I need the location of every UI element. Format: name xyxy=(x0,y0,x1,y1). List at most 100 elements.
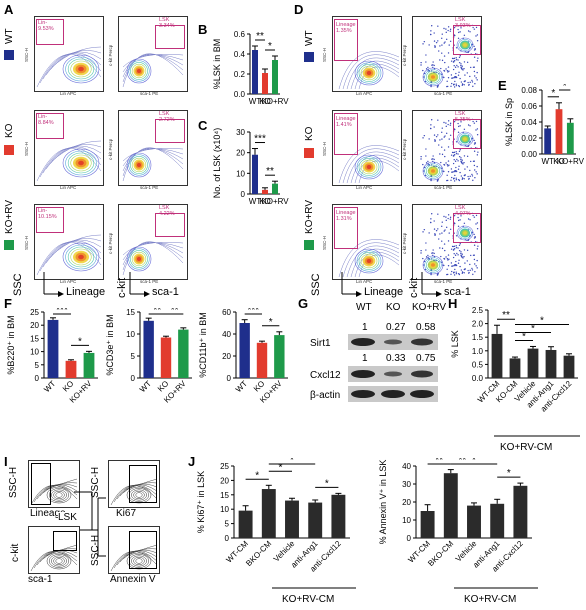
y-tick-label: 0.02 xyxy=(521,134,537,143)
significance-label: * xyxy=(507,468,511,479)
swatch-wt xyxy=(4,50,14,60)
y-tick-label: 10 xyxy=(30,348,39,357)
bar xyxy=(65,360,77,378)
arrow-label-sca1-d: sca-1 xyxy=(444,286,471,298)
axis-a-sca-x-2: sca-1 PE xyxy=(140,185,159,190)
significance-label: * xyxy=(78,336,82,347)
gate-label-a-korv-lin: Lin- 10.15% xyxy=(38,208,57,220)
schematic-annexin-label: Annexin V xyxy=(110,574,156,585)
y-tick-label: 0.00 xyxy=(521,150,537,159)
flow-plot-a-wt-lineage: Lin- 9.53% xyxy=(34,16,104,92)
x-tick-label: KO+RV xyxy=(261,197,289,206)
arrow-label-sca1-a: sca-1 xyxy=(152,286,179,298)
schematic-ki67-plot xyxy=(108,460,160,508)
treat-label-h: KO+RV-CM xyxy=(500,442,553,453)
y-tick-label: 1.5 xyxy=(472,333,484,342)
axis-d-ssc-y-3: SSC-H xyxy=(322,235,327,250)
y-axis-label: % Ki67⁺ in LSK xyxy=(196,471,206,533)
panel-letter-i: I xyxy=(4,454,8,469)
y-tick-label: 30 xyxy=(402,480,411,489)
y-tick-label: 25 xyxy=(220,462,229,471)
arrow-label-lineage-d: Lineage xyxy=(364,286,404,298)
bar-chart-h: 0.00.51.01.52.02.5% LSKWT-CMKO-CMVehicle… xyxy=(450,306,578,414)
panel-letter-f: F xyxy=(4,296,12,311)
swatch-ko xyxy=(4,145,14,155)
axis-arrows-d xyxy=(341,272,442,297)
axis-a-ckit-y-3: c-kit Percp xyxy=(108,232,113,254)
significance-label: ** xyxy=(459,458,467,466)
gate-a-korv-lin xyxy=(36,207,64,233)
arrow-label-ckit-d: c-kit xyxy=(408,277,420,298)
axis-d-ssc-y-2: SSC-H xyxy=(322,141,327,156)
y-tick-label: 2.0 xyxy=(472,320,484,329)
wb-val-cxcl12-wt: 1 xyxy=(362,353,368,364)
gate-d-korv-lsk xyxy=(453,213,481,243)
flow-plot-d-korv-lineage: Lineage 1.31% xyxy=(332,204,402,280)
panel-letter-c: C xyxy=(198,118,208,133)
axis-a-sca-x-1: sca-1 PE xyxy=(140,91,159,96)
y-tick-label: 15 xyxy=(220,491,229,500)
significance-label: ** xyxy=(256,31,264,42)
wb-row-bactin: β-actin xyxy=(310,390,341,401)
axis-a-ssc-y-2: SSC-H xyxy=(24,141,29,156)
y-tick-label: 10 xyxy=(402,516,411,525)
y-tick-label: 5 xyxy=(35,361,40,370)
y-tick-label: 15 xyxy=(126,308,135,317)
significance-label: * xyxy=(531,323,535,334)
bracket-j1 xyxy=(272,587,356,589)
flow-plot-d-ko-lsk: LSK 5.35% xyxy=(412,110,482,186)
y-tick-label: 0 xyxy=(407,534,412,543)
wb-val-cxcl12-ko: 0.33 xyxy=(386,353,406,364)
gate-d-ko-lsk xyxy=(453,119,481,149)
y-tick-label: 0.0 xyxy=(472,374,484,383)
y-tick-label: 40 xyxy=(402,462,411,471)
bar xyxy=(509,358,521,378)
schematic-ki67-label: Ki67 xyxy=(116,508,137,519)
bar xyxy=(160,337,172,378)
y-tick-label: 5 xyxy=(225,520,230,529)
flow-plot-a-korv-lsk: LSK 4.22% xyxy=(118,204,188,280)
panel-letter-h: H xyxy=(448,296,458,311)
axis-d-lin-x-1: Lin APC xyxy=(356,91,373,96)
y-tick-label: 0.0 xyxy=(234,90,246,99)
x-tick-label: WT xyxy=(249,197,262,206)
treat-label-j2: KO+RV-CM xyxy=(464,594,517,605)
axis-d-ckit-y-1: c-kit Percp xyxy=(402,44,407,66)
bar xyxy=(420,511,435,538)
y-axis-label: %CD3e⁺ in BM xyxy=(105,314,115,375)
significance-label: * xyxy=(255,470,259,481)
schematic-lineage-plot xyxy=(28,460,80,508)
arrow-label-ssc-a: SSC xyxy=(12,273,24,296)
significance-label: ** xyxy=(502,310,510,321)
y-tick-label: 10 xyxy=(236,169,245,178)
significance-label: ** xyxy=(171,308,179,316)
flow-plot-a-ko-lsk: LSK 2.72% xyxy=(118,110,188,186)
wb-col-ko: KO xyxy=(386,302,401,313)
bar xyxy=(544,128,552,154)
axis-d-sca-x-3: sca-1 PE xyxy=(434,279,453,284)
axis-a-ssc-y-3: SSC-H xyxy=(24,235,29,250)
y-tick-label: 2.5 xyxy=(472,306,484,315)
gate-a-wt-lin xyxy=(36,19,64,45)
swatch-d-ko xyxy=(304,148,314,158)
panel-letter-d: D xyxy=(294,2,304,17)
gate-label-a-ko-lsk: LSK 2.72% xyxy=(159,111,175,123)
axis-d-lin-x-3: Lin APC xyxy=(356,279,373,284)
significance-label: * xyxy=(290,458,294,466)
x-tick-label: WT xyxy=(249,97,262,106)
bar xyxy=(443,473,458,538)
gate-label-a-wt-lin: Lin- 9.53% xyxy=(38,20,54,32)
panel-letter-a: A xyxy=(4,2,14,17)
axis-a-sca-x-3: sca-1 PE xyxy=(140,279,159,284)
wb-row-sirt1: Sirt1 xyxy=(310,338,331,349)
y-tick-label: 20 xyxy=(220,476,229,485)
flow-plot-a-wt-lsk: LSK 3.34% xyxy=(118,16,188,92)
significance-label: *** xyxy=(56,308,68,316)
row-label-ko: KO xyxy=(4,123,15,138)
y-tick-label: 0.06 xyxy=(521,102,537,111)
bar xyxy=(513,485,528,538)
